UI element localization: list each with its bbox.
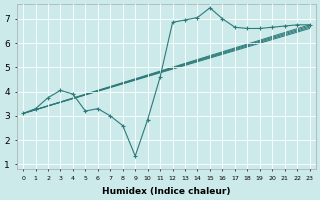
- X-axis label: Humidex (Indice chaleur): Humidex (Indice chaleur): [102, 187, 231, 196]
